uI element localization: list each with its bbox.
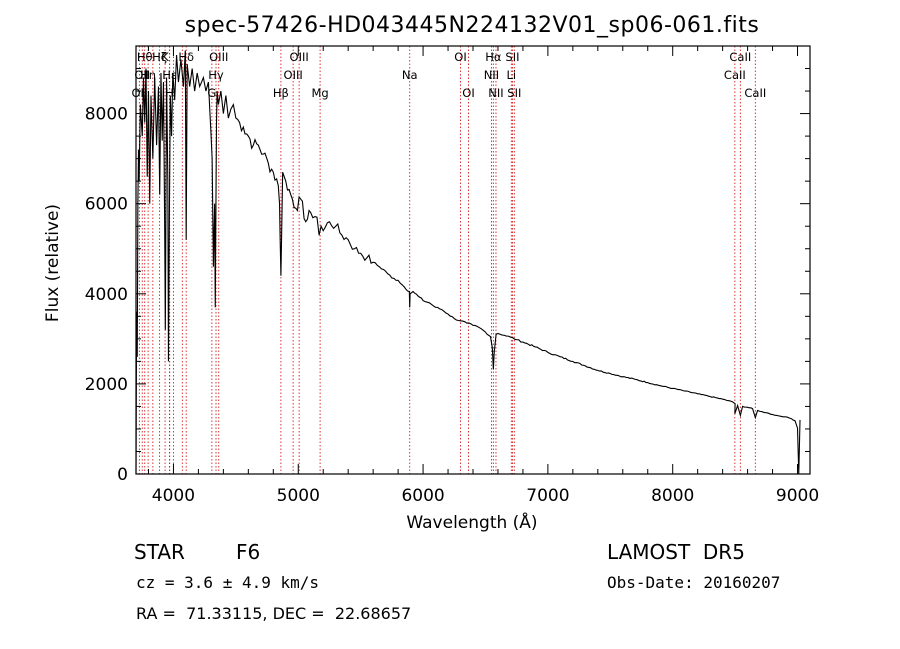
spectral-subclass: F6 — [236, 540, 261, 564]
feature-label: CaII — [744, 86, 766, 100]
feature-label: OIII — [284, 68, 303, 82]
feature-labels: OIIOIIHθHηHζKHHεHδGHγOIIIHβOIIIOIIIMgNaO… — [131, 50, 766, 100]
x-tick-label: 4000 — [152, 486, 195, 506]
object-type: STAR — [134, 540, 185, 564]
plot-frame — [135, 45, 811, 475]
feature-label: Na — [402, 68, 418, 82]
feature-label: Hθ — [137, 50, 153, 64]
feature-label: Hβ — [273, 86, 289, 100]
feature-label: H — [165, 86, 174, 100]
feature-label: NII — [488, 86, 503, 100]
feature-label: OIII — [290, 50, 309, 64]
y-tick-label: 2000 — [85, 375, 128, 395]
y-tick-label: 4000 — [85, 285, 128, 305]
chart-title: spec-57426-HD043445N224132V01_sp06-061.f… — [185, 13, 760, 38]
feature-label: Hα — [485, 50, 502, 64]
x-tick-label: 5000 — [277, 486, 320, 506]
feature-label: OIII — [209, 50, 228, 64]
feature-label: Hη — [140, 68, 156, 82]
survey-release: LAMOST DR5 — [607, 540, 745, 564]
feature-label: K — [161, 50, 169, 64]
feature-label: CaII — [724, 68, 746, 82]
feature-label: Hγ — [208, 68, 224, 82]
redshift-velocity: cz = 3.6 ± 4.9 km/s — [136, 573, 320, 592]
observation-date: Obs-Date: 20160207 — [607, 573, 781, 592]
y-axis-label: Flux (relative) — [43, 204, 63, 322]
feature-label: Li — [507, 68, 517, 82]
x-tick-label: 8000 — [651, 486, 694, 506]
y-tick-label: 6000 — [85, 195, 128, 215]
feature-label: G — [207, 86, 216, 100]
feature-label: Hζ — [152, 50, 167, 64]
x-tick-label: 9000 — [776, 486, 819, 506]
y-axis-ticks: 0 2000 4000 6000 8000 — [85, 68, 810, 485]
x-axis-label: Wavelength (Å) — [406, 511, 537, 533]
feature-label: NII — [484, 68, 499, 82]
feature-label: SII — [505, 50, 519, 64]
spectrum-line — [135, 50, 801, 475]
x-tick-label: 6000 — [401, 486, 444, 506]
y-tick-label: 0 — [117, 465, 128, 485]
x-axis-ticks: 4000 5000 6000 7000 8000 9000 — [147, 46, 819, 506]
feature-label: Mg — [311, 86, 328, 100]
y-tick-label: 8000 — [85, 105, 128, 125]
coordinates: RA = 71.33115, DEC = 22.68657 — [136, 604, 412, 623]
feature-lines — [138, 46, 756, 474]
feature-label: SII — [507, 86, 521, 100]
x-tick-label: 7000 — [526, 486, 569, 506]
feature-label: OI — [454, 50, 466, 64]
feature-label: Hε — [162, 68, 177, 82]
feature-label: OI — [462, 86, 474, 100]
feature-label: Hδ — [178, 50, 194, 64]
feature-label: CaII — [729, 50, 751, 64]
